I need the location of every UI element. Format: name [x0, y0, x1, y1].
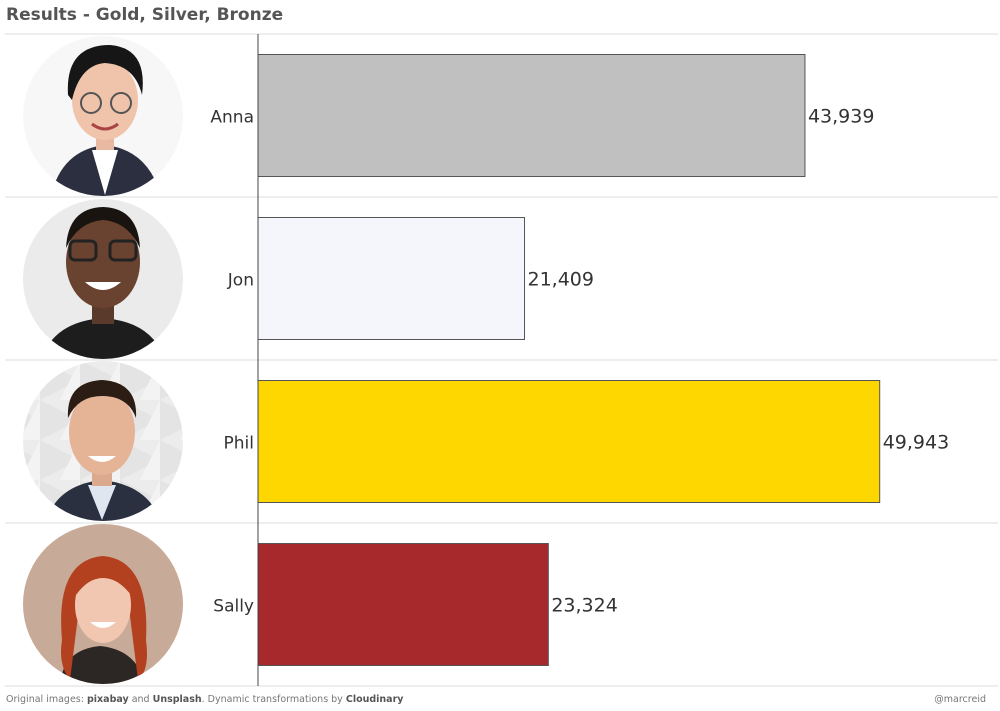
- bar-chart: Anna 43,939 Jon 21,409 Phil 49,943 Sally 23,324: [5, 33, 998, 687]
- footer-and: and: [128, 694, 153, 705]
- value-label-phil: 49,943: [883, 432, 949, 454]
- value-label-anna: 43,939: [808, 106, 874, 128]
- bar-sally: [257, 543, 549, 666]
- bar-jon: [257, 217, 526, 340]
- category-label-anna: Anna: [210, 108, 254, 128]
- footer-source-unsplash: Unsplash: [152, 694, 202, 705]
- category-label-jon: Jon: [227, 271, 254, 291]
- footer-source-pixabay: pixabay: [86, 694, 129, 705]
- footer-prefix: Original images:: [6, 694, 87, 705]
- category-label-phil: Phil: [224, 434, 254, 454]
- bar-phil: [257, 380, 881, 503]
- avatar-jon-icon: [23, 199, 183, 359]
- bar-anna: [257, 54, 806, 177]
- value-label-jon: 21,409: [528, 269, 594, 291]
- avatar-phil-icon: [23, 361, 183, 521]
- avatar-anna-icon: [23, 36, 183, 196]
- footer-tool-cloudinary: Cloudinary: [345, 694, 404, 705]
- value-label-sally: 23,324: [551, 595, 617, 617]
- footer-credit: @marcreid: [934, 694, 986, 705]
- footer-attribution: Original images: pixabay and Unsplash. D…: [6, 694, 403, 705]
- chart-title: Results - Gold, Silver, Bronze: [6, 5, 284, 25]
- category-label-sally: Sally: [213, 597, 254, 617]
- avatar-sally-icon: [23, 524, 183, 684]
- footer-middle: . Dynamic transformations by: [201, 694, 346, 705]
